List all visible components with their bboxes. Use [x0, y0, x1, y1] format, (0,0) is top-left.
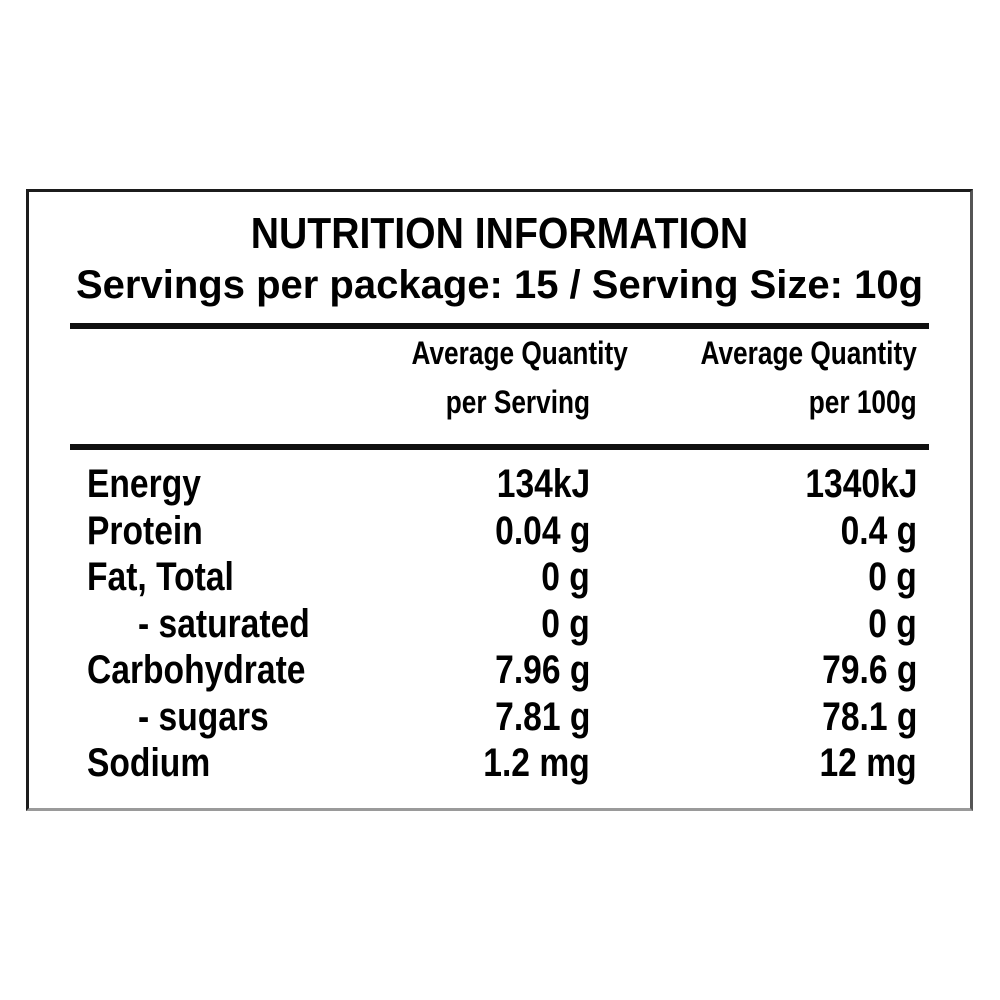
- col-header-per-100g-line1: Average Quantity: [700, 335, 917, 371]
- value-per-100g: 0 g: [868, 601, 917, 646]
- panel-title: NUTRITION INFORMATION: [29, 211, 970, 257]
- table-row-saturated: - saturated 0 g 0 g: [29, 601, 970, 648]
- nutrient-label: Fat, Total: [87, 555, 234, 599]
- nutrition-panel: NUTRITION INFORMATION Servings per packa…: [26, 189, 973, 811]
- col-header-per-serving-line2: per Serving: [445, 384, 590, 420]
- nutrient-label: Protein: [87, 508, 203, 553]
- value-per-serving: 7.81 g: [494, 694, 590, 739]
- table-row-energy: Energy 134kJ 1340kJ: [29, 461, 970, 508]
- value-per-serving: 7.96 g: [494, 648, 590, 692]
- value-per-serving: 0 g: [541, 601, 590, 646]
- column-header-row-1: Average Quantity Average Quantity: [29, 329, 970, 378]
- table-row-protein: Protein 0.04 g 0.4 g: [29, 508, 970, 555]
- divider-top-rule: [70, 323, 929, 329]
- nutrient-label: Carbohydrate: [87, 648, 306, 692]
- column-header-table: Average Quantity Average Quantity per Se…: [29, 329, 970, 427]
- col-header-per-serving-line1: Average Quantity: [411, 335, 628, 371]
- value-per-100g: 1340kJ: [804, 462, 917, 506]
- value-per-serving: 1.2 mg: [483, 741, 590, 785]
- nutrient-label: - saturated: [138, 601, 310, 646]
- nutrient-table: Energy 134kJ 1340kJ Protein 0.04 g 0.4 g…: [29, 461, 970, 787]
- value-per-100g: 0 g: [868, 555, 917, 599]
- value-per-serving: 0.04 g: [494, 508, 590, 553]
- nutrient-label: Energy: [87, 462, 201, 506]
- table-row-sodium: Sodium 1.2 mg 12 mg: [29, 740, 970, 787]
- table-row-carbohydrate: Carbohydrate 7.96 g 79.6 g: [29, 647, 970, 694]
- value-per-100g: 78.1 g: [821, 694, 917, 739]
- value-per-100g: 12 mg: [819, 741, 917, 785]
- nutrient-label: Sodium: [87, 741, 211, 785]
- value-per-100g: 79.6 g: [821, 648, 917, 692]
- table-row-sugars: - sugars 7.81 g 78.1 g: [29, 694, 970, 741]
- column-header-row-2: per Serving per 100g: [29, 378, 970, 427]
- servings-line: Servings per package: 15 / Serving Size:…: [29, 262, 970, 308]
- divider-header-rule: [70, 444, 929, 450]
- header-spacer: [29, 329, 364, 378]
- header-spacer: [29, 378, 364, 427]
- servings-line-text: Servings per package: 15 / Serving Size:…: [75, 263, 924, 307]
- value-per-serving: 0 g: [541, 555, 590, 599]
- value-per-serving: 134kJ: [496, 462, 590, 506]
- nutrient-label: - sugars: [138, 694, 269, 739]
- table-row-fat-total: Fat, Total 0 g 0 g: [29, 554, 970, 601]
- col-header-per-100g-line2: per 100g: [809, 384, 917, 420]
- panel-title-text: NUTRITION INFORMATION: [250, 209, 749, 258]
- value-per-100g: 0.4 g: [840, 508, 917, 553]
